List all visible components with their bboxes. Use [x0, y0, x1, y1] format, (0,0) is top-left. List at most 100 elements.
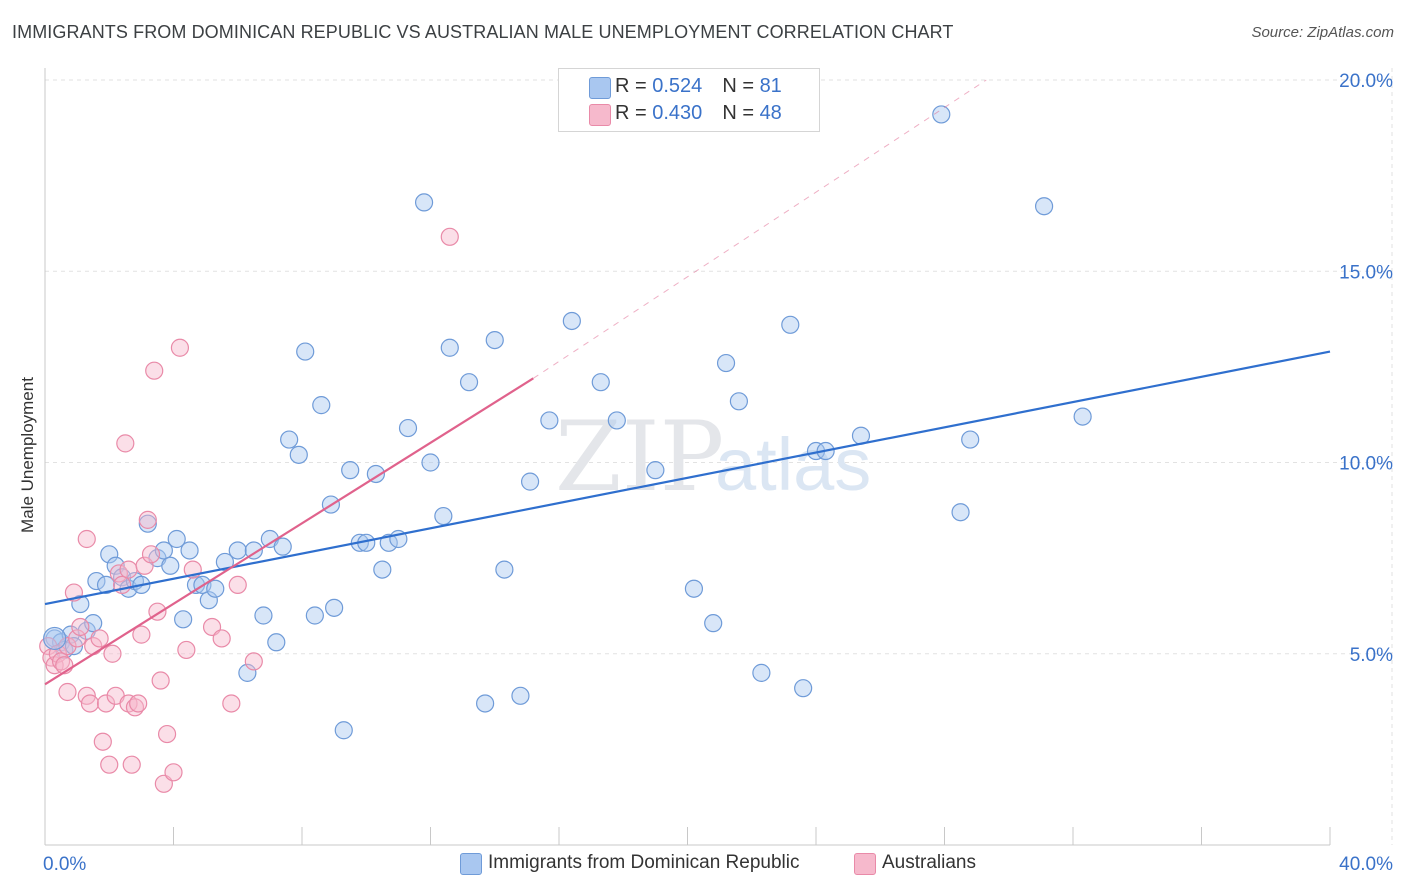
point-dominican	[704, 614, 723, 633]
chart-title: IMMIGRANTS FROM DOMINICAN REPUBLIC VS AU…	[12, 22, 954, 42]
point-dominican	[289, 445, 308, 464]
point-australian	[68, 629, 87, 648]
point-australian	[77, 529, 96, 549]
point-dominican	[440, 338, 459, 357]
legend-n-value: 48	[759, 102, 782, 124]
gridlines	[45, 68, 1393, 845]
point-dominican	[206, 579, 225, 598]
point-australian	[96, 694, 116, 713]
trendline-australian	[44, 377, 534, 686]
point-australian	[122, 755, 141, 774]
point-dominican	[305, 606, 324, 625]
legend-n-value: 81	[759, 75, 782, 97]
point-dominican	[379, 533, 398, 552]
legend-r-value: 0.524	[652, 75, 703, 97]
point-dominican	[562, 311, 581, 331]
bottom-legend-australians: Australians	[854, 852, 976, 875]
point-australian	[109, 564, 128, 583]
legend-n-label: N =	[722, 75, 754, 97]
point-australian	[228, 575, 247, 595]
point-australian	[119, 560, 138, 579]
point-dominican	[607, 411, 626, 430]
point-dominican	[174, 610, 193, 629]
watermark-atlas: atlas	[715, 423, 871, 506]
point-dominican	[646, 461, 665, 480]
point-australian	[135, 556, 154, 575]
point-dominican	[459, 373, 479, 392]
point-dominican	[161, 556, 180, 575]
legend-r-value: 0.430	[652, 102, 703, 124]
point-dominican	[199, 591, 218, 610]
point-australian	[129, 694, 148, 713]
x-tick-label: 40.0%	[1339, 854, 1393, 875]
point-australian	[151, 671, 170, 690]
point-dominican	[296, 342, 315, 361]
point-australian	[58, 682, 77, 702]
point-dominican	[540, 411, 559, 430]
point-dominican	[485, 331, 504, 350]
point-dominican	[398, 418, 418, 438]
point-dominican	[280, 430, 299, 449]
point-dominican	[254, 606, 273, 625]
bottom-legend-dominican: Immigrants from Dominican Republic	[460, 852, 800, 875]
chart-source: Source: ZipAtlas.com	[1251, 24, 1394, 41]
point-dominican	[228, 541, 247, 560]
point-australian	[170, 338, 190, 357]
x-tick-label: 0.0%	[43, 854, 86, 875]
bottom-legend-swatch-dominican	[460, 853, 482, 875]
point-dominican	[781, 315, 800, 334]
point-dominican	[591, 373, 610, 392]
point-australian	[80, 694, 100, 713]
point-dominican	[138, 514, 157, 533]
legend-swatch-australians	[589, 104, 611, 126]
point-dominican	[366, 464, 385, 484]
point-australian	[93, 732, 112, 751]
point-dominican	[341, 461, 360, 480]
axes	[44, 68, 1331, 846]
tick-labels: 5.0% 10.0% 15.0% 20.0% 0.0% 40.0%	[43, 71, 1393, 875]
point-dominican	[932, 105, 951, 124]
trend-lines	[44, 79, 1331, 686]
point-dominican	[167, 529, 186, 549]
point-dominican	[96, 575, 116, 595]
point-australian	[132, 625, 151, 644]
bottom-legend-label: Australians	[882, 852, 976, 873]
legend-n-label: N =	[722, 102, 754, 124]
legend: R = 0.524 N = 81 R = 0.430 N = 48	[558, 68, 820, 132]
point-australian	[222, 694, 241, 713]
point-dominican	[511, 686, 530, 705]
point-dominican	[414, 193, 434, 212]
point-australian	[212, 629, 231, 648]
point-dominican	[520, 472, 540, 491]
bottom-legend-swatch-australians	[854, 853, 876, 875]
point-australian	[145, 361, 164, 380]
point-dominican	[476, 694, 495, 713]
point-dominican-cluster	[43, 626, 67, 651]
y-tick-label: 20.0%	[1339, 71, 1393, 92]
watermark-zip: ZIP	[555, 401, 724, 513]
point-dominican	[1073, 407, 1092, 426]
point-dominican	[180, 541, 199, 560]
point-australian	[138, 510, 157, 529]
point-australian	[103, 644, 122, 663]
legend-r-label: R =	[615, 102, 647, 124]
point-dominican	[373, 560, 392, 579]
bottom-legend-label: Immigrants from Dominican Republic	[488, 852, 800, 873]
watermark: ZIP atlas	[555, 401, 871, 513]
point-dominican	[87, 571, 106, 591]
y-tick-label: 15.0%	[1339, 262, 1393, 283]
y-tick-label: 5.0%	[1350, 645, 1393, 666]
point-dominican	[961, 430, 980, 449]
point-australian	[157, 724, 177, 744]
y-tick-label: 10.0%	[1339, 454, 1393, 475]
legend-row-dominican: R = 0.524 N = 81	[589, 75, 782, 99]
point-dominican	[495, 560, 514, 579]
point-dominican	[244, 541, 263, 560]
legend-row-australians: R = 0.430 N = 48	[589, 102, 782, 126]
point-dominican	[1034, 197, 1054, 216]
point-dominican	[729, 392, 749, 411]
point-australian	[177, 640, 196, 660]
point-dominican	[716, 353, 736, 373]
point-australian	[244, 652, 263, 671]
